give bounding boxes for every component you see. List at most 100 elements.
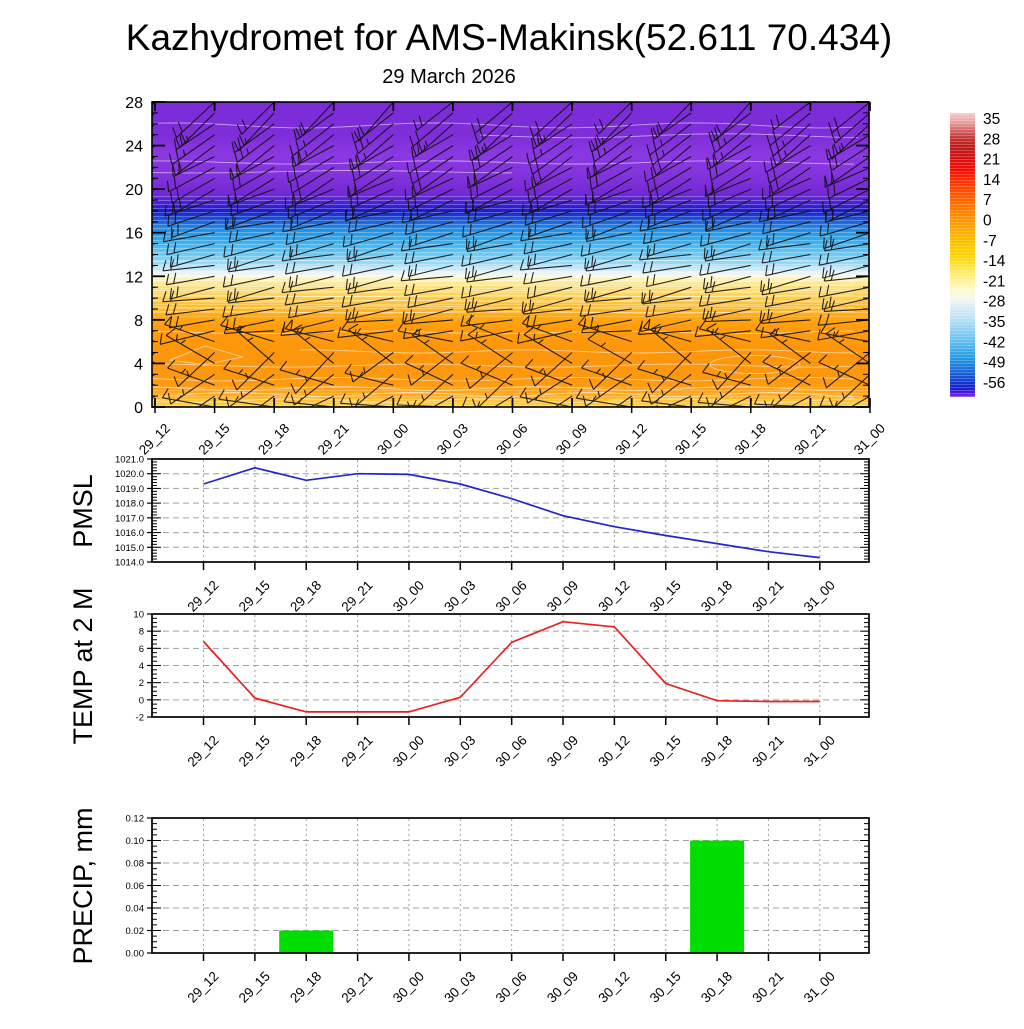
wind-barb xyxy=(152,199,156,202)
wind-barb xyxy=(646,166,692,194)
colorbar-tick-label: 21 xyxy=(983,152,1000,169)
wind-barb xyxy=(585,229,632,243)
wind-barb xyxy=(766,156,811,184)
wind-barb xyxy=(760,275,811,293)
wind-barb xyxy=(520,228,573,242)
y-tick-label: 6 xyxy=(139,644,144,655)
wind-barb xyxy=(588,123,632,153)
y-tick-label: 1019.0 xyxy=(115,484,144,495)
wind-barb xyxy=(286,156,334,183)
wind-barb xyxy=(585,221,632,240)
wind-barb xyxy=(707,188,752,208)
wind-barb xyxy=(470,102,513,134)
wind-barb xyxy=(468,134,513,162)
wind-barb xyxy=(763,145,811,173)
level-tick-label: 0 xyxy=(134,400,143,417)
wind-barb xyxy=(643,156,692,183)
wind-barb xyxy=(473,112,513,145)
wind-barb xyxy=(582,373,632,407)
wind-barb xyxy=(229,145,275,179)
wind-barb xyxy=(584,177,632,206)
wind-barb xyxy=(173,352,215,388)
wind-barb xyxy=(172,188,215,214)
contour-line xyxy=(152,305,855,309)
wind-barb xyxy=(586,156,632,180)
time-tick-label: 30_06 xyxy=(493,733,530,770)
colorbar-tick-label: 28 xyxy=(983,131,1000,148)
wind-barb xyxy=(471,145,513,172)
time-tick-label: 30_06 xyxy=(493,578,530,615)
wind-barb xyxy=(227,253,275,271)
wind-barb xyxy=(823,238,869,252)
wind-barb xyxy=(225,217,275,231)
wind-barb xyxy=(649,134,692,166)
wind-barb xyxy=(225,317,275,331)
wind-barb xyxy=(407,352,454,386)
wind-barb xyxy=(152,308,156,310)
wind-barb xyxy=(290,373,335,406)
wind-barb xyxy=(817,329,869,341)
wind-barb xyxy=(464,264,513,280)
wind-barb xyxy=(345,307,394,321)
wind-barb xyxy=(152,330,156,332)
wind-barb xyxy=(167,359,215,386)
wind-barb xyxy=(760,326,811,339)
wind-barb xyxy=(282,319,334,333)
y-tick-label: 0.12 xyxy=(126,814,145,825)
wind-barb xyxy=(413,102,454,131)
wind-barb xyxy=(175,112,215,148)
wind-barb xyxy=(712,352,752,391)
wind-barb xyxy=(645,274,692,288)
wind-barb xyxy=(353,102,394,142)
wind-barb xyxy=(554,395,573,407)
wind-barb xyxy=(223,243,275,258)
wind-barb xyxy=(405,221,454,236)
wind-barb xyxy=(587,199,632,216)
wind-barb xyxy=(152,383,156,386)
wind-barb xyxy=(400,238,453,252)
contour-line xyxy=(152,330,855,335)
time-tick-label: 29_18 xyxy=(287,733,324,770)
wind-barb xyxy=(466,166,513,189)
wind-barb xyxy=(587,145,632,179)
colorbar-tick-label: 35 xyxy=(983,111,1000,128)
wind-barb xyxy=(346,311,394,323)
wind-barb xyxy=(584,253,632,270)
wind-barb xyxy=(197,395,215,407)
wind-barb xyxy=(530,188,573,213)
wind-barb xyxy=(349,134,394,170)
wind-barb xyxy=(464,297,513,311)
time-tick-label: 29_21 xyxy=(339,733,376,770)
time-tick-label: 29_15 xyxy=(236,733,273,770)
time-tick-label: 30_00 xyxy=(374,421,411,458)
wind-barb xyxy=(152,253,156,256)
y-tick-label: 0 xyxy=(139,695,144,706)
wind-barb xyxy=(152,373,156,377)
colorbar-tick-label: -49 xyxy=(983,355,1005,372)
wind-barb xyxy=(168,134,215,165)
wind-barb xyxy=(588,352,632,390)
wind-barb xyxy=(823,300,869,312)
wind-barb xyxy=(526,285,573,299)
wind-barb xyxy=(702,275,751,290)
wind-barb xyxy=(755,320,811,343)
wind-barb xyxy=(821,296,869,310)
time-tick-label: 30_09 xyxy=(544,969,581,1006)
wind-barb xyxy=(258,395,275,407)
wind-barb xyxy=(467,210,513,224)
time-tick-label: 30_00 xyxy=(390,969,427,1006)
wind-barb xyxy=(228,260,275,273)
wind-barb xyxy=(759,308,811,323)
wind-barb xyxy=(465,232,513,251)
wind-barb xyxy=(232,166,275,191)
wind-barb xyxy=(233,112,275,152)
wind-barb xyxy=(432,395,454,407)
colorbar-tick-label: 0 xyxy=(983,213,992,230)
contour-line xyxy=(479,133,859,139)
y-tick-label: 2 xyxy=(139,678,144,689)
wind-barb xyxy=(165,272,215,286)
wind-barb xyxy=(404,251,454,265)
wind-barb xyxy=(152,352,156,356)
time-tick-label: 31_00 xyxy=(851,421,888,458)
wind-barb xyxy=(590,112,632,151)
